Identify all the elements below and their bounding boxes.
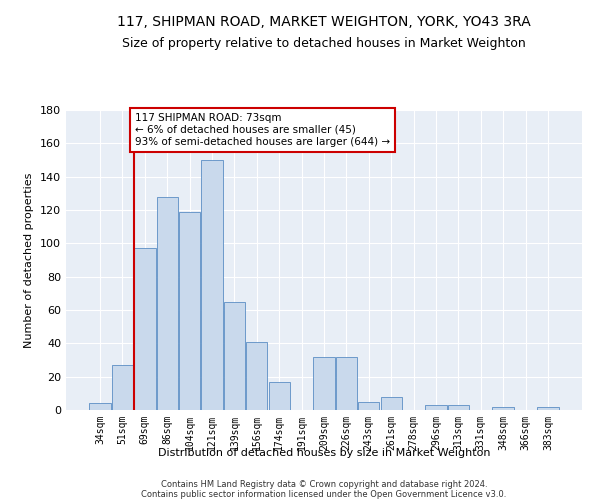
Bar: [157, 196, 178, 410]
Bar: [313, 356, 335, 410]
Bar: [246, 342, 268, 410]
Text: Distribution of detached houses by size in Market Weighton: Distribution of detached houses by size …: [158, 448, 490, 458]
Text: 117 SHIPMAN ROAD: 73sqm
← 6% of detached houses are smaller (45)
93% of semi-det: 117 SHIPMAN ROAD: 73sqm ← 6% of detached…: [135, 114, 390, 146]
Bar: [425, 405, 446, 410]
Text: Contains HM Land Registry data © Crown copyright and database right 2024.: Contains HM Land Registry data © Crown c…: [161, 480, 487, 489]
Text: Contains public sector information licensed under the Open Government Licence v3: Contains public sector information licen…: [142, 490, 506, 499]
Bar: [224, 302, 245, 410]
Bar: [493, 406, 514, 410]
Text: Size of property relative to detached houses in Market Weighton: Size of property relative to detached ho…: [122, 38, 526, 51]
Bar: [202, 160, 223, 410]
Text: 117, SHIPMAN ROAD, MARKET WEIGHTON, YORK, YO43 3RA: 117, SHIPMAN ROAD, MARKET WEIGHTON, YORK…: [117, 15, 531, 29]
Bar: [537, 406, 559, 410]
Bar: [448, 405, 469, 410]
Bar: [89, 404, 111, 410]
Bar: [269, 382, 290, 410]
Bar: [179, 212, 200, 410]
Bar: [134, 248, 155, 410]
Bar: [358, 402, 379, 410]
Bar: [112, 365, 133, 410]
Y-axis label: Number of detached properties: Number of detached properties: [25, 172, 34, 348]
Bar: [336, 356, 357, 410]
Bar: [380, 396, 402, 410]
